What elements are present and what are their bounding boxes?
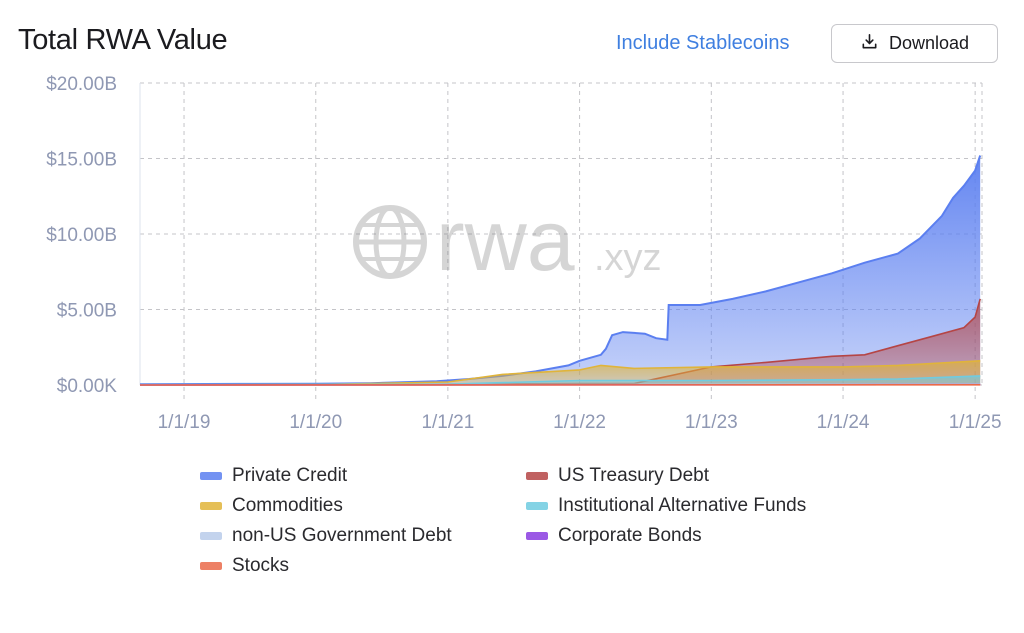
legend-label: Commodities bbox=[232, 495, 343, 516]
watermark-suffix: .xyz bbox=[594, 237, 662, 279]
series-area-us-treasury-debt bbox=[140, 298, 981, 385]
series-area-private-credit bbox=[140, 155, 981, 385]
y-tick-label: $5.00B bbox=[57, 301, 117, 322]
series-line-commodities bbox=[139, 360, 981, 386]
legend-label: Corporate Bonds bbox=[558, 525, 702, 546]
x-tick-label: 1/1/21 bbox=[421, 412, 474, 433]
x-tick-label: 1/1/20 bbox=[289, 412, 342, 433]
legend-item-private-credit[interactable]: Private Credit bbox=[200, 465, 526, 487]
include-stablecoins-toggle[interactable]: Include Stablecoins bbox=[616, 32, 790, 54]
legend-label: non-US Government Debt bbox=[232, 525, 452, 546]
legend-swatch bbox=[200, 472, 222, 480]
series-area-commodities bbox=[140, 360, 981, 385]
legend-label: Private Credit bbox=[232, 465, 348, 486]
series-area-institutional-alternative-funds bbox=[140, 375, 981, 385]
x-tick-label: 1/1/19 bbox=[158, 412, 211, 433]
y-tick-label: $0.00K bbox=[57, 376, 118, 397]
legend-swatch bbox=[200, 562, 222, 570]
legend-item-institutional-alternative-funds[interactable]: Institutional Alternative Funds bbox=[526, 495, 866, 517]
x-tick-label: 1/1/22 bbox=[553, 412, 606, 433]
legend-swatch bbox=[526, 532, 548, 540]
legend-label: Institutional Alternative Funds bbox=[558, 495, 807, 516]
globe-icon bbox=[353, 205, 427, 279]
legend-item-non-us-government-debt[interactable]: non-US Government Debt bbox=[200, 525, 526, 547]
y-tick-label: $10.00B bbox=[46, 225, 117, 246]
legend-item-corporate-bonds[interactable]: Corporate Bonds bbox=[526, 525, 866, 547]
legend-label: US Treasury Debt bbox=[558, 465, 709, 486]
legend-swatch bbox=[526, 472, 548, 480]
y-tick-label: $15.00B bbox=[46, 150, 117, 171]
watermark: rwa .xyz bbox=[353, 193, 662, 289]
download-icon bbox=[860, 32, 879, 56]
chart-title: Total RWA Value bbox=[18, 24, 228, 56]
download-button[interactable]: Download bbox=[831, 24, 998, 63]
legend-item-stocks[interactable]: Stocks bbox=[200, 555, 526, 577]
legend-swatch bbox=[200, 502, 222, 510]
legend-item-us-treasury-debt[interactable]: US Treasury Debt bbox=[526, 465, 866, 487]
legend-swatch bbox=[526, 502, 548, 510]
legend-swatch bbox=[200, 532, 222, 540]
y-tick-label: $20.00B bbox=[46, 74, 117, 95]
download-label: Download bbox=[888, 33, 970, 53]
x-tick-label: 1/1/23 bbox=[685, 412, 738, 433]
watermark-brand: rwa bbox=[436, 193, 575, 289]
rwa-area-chart: $0.00K $5.00B $10.00B $15.00B $20.00B 1/1/19 1… bbox=[46, 74, 1002, 433]
legend-item-commodities[interactable]: Commodities bbox=[200, 495, 526, 517]
legend-label: Stocks bbox=[232, 555, 290, 576]
x-tick-label: 1/1/24 bbox=[817, 412, 870, 433]
x-tick-label: 1/1/25 bbox=[949, 412, 1002, 433]
chart-legend: Private Credit US Treasury Debt Commoditie… bbox=[200, 465, 880, 577]
